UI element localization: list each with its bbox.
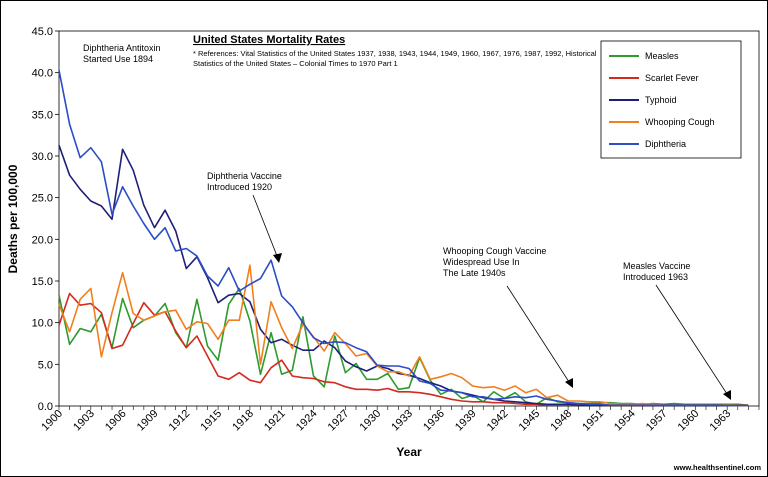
legend-label: Typhoid — [645, 95, 677, 105]
x-tick-label: 1933 — [389, 408, 415, 434]
annotation-whooping-line-3: The Late 1940s — [443, 268, 506, 278]
annotation-antitoxin: Diphtheria Antitoxin Started Use 1894 — [83, 43, 161, 64]
y-tick-label: 45.0 — [32, 26, 53, 38]
series-layer — [58, 70, 749, 407]
y-axis-title: Deaths per 100,000 — [6, 164, 20, 273]
references-line-2: Statistics of the United States – Coloni… — [193, 59, 398, 68]
y-tick-label: 20.0 — [32, 234, 53, 246]
x-axis-title: Year — [396, 445, 422, 459]
annotation-whooping-line-1: Whooping Cough Vaccine — [443, 246, 546, 256]
annotation-diphtheria-vaccine: Diphtheria Vaccine Introduced 1920 — [207, 171, 282, 263]
x-tick-label: 1918 — [230, 408, 256, 434]
x-tick-label: 1948 — [548, 408, 574, 434]
x-tick-label: 1960 — [676, 408, 702, 434]
y-tick-label: 30.0 — [32, 151, 53, 163]
series-line-measles — [58, 287, 749, 406]
references-line-1: * References: Vital Statistics of the Un… — [193, 49, 597, 58]
x-tick-label: 1912 — [167, 408, 193, 434]
x-tick-label: 1927 — [326, 408, 352, 434]
y-tick-label: 5.0 — [38, 359, 53, 371]
annotation-whooping-line-2: Widespread Use In — [443, 257, 520, 267]
x-tick-label: 1942 — [485, 408, 511, 434]
y-tick-label: 35.0 — [32, 109, 53, 121]
annotation-measles-line-1: Measles Vaccine — [623, 261, 690, 271]
x-tick-label: 1906 — [103, 408, 129, 434]
x-tick-label: 1939 — [453, 408, 479, 434]
y-axis: 0.0 5.0 10.0 15.0 20.0 25.0 30.0 35.0 40.0 45.0 — [32, 26, 59, 413]
annotation-antitoxin-line-1: Diphtheria Antitoxin — [83, 43, 161, 53]
x-tick-label: 1909 — [135, 408, 161, 434]
series-line-diphtheria — [58, 70, 749, 407]
source-credit: www.healthsentinel.com — [673, 463, 762, 472]
x-tick-label: 1903 — [71, 408, 97, 434]
x-tick-label: 1930 — [358, 408, 384, 434]
annotation-whooping-arrow — [506, 285, 572, 386]
annotation-whooping-cough-vaccine: Whooping Cough Vaccine Widespread Use In… — [443, 246, 573, 388]
annotation-diphtheria-vaccine-arrow — [252, 194, 280, 262]
annotation-measles-vaccine: Measles Vaccine Introduced 1963 — [623, 261, 731, 400]
y-tick-label: 25.0 — [32, 193, 53, 205]
annotation-whooping-arrowhead — [565, 378, 573, 388]
y-tick-label: 10.0 — [32, 318, 53, 330]
legend-label: Scarlet Fever — [645, 73, 699, 83]
annotation-measles-arrowhead — [723, 390, 731, 400]
x-tick-label: 1936 — [421, 408, 447, 434]
x-tick-label: 1921 — [262, 408, 288, 434]
x-tick-label: 1945 — [517, 408, 543, 434]
legend-label: Diphtheria — [645, 139, 686, 149]
x-tick-label: 1924 — [294, 408, 320, 434]
annotation-antitoxin-line-2: Started Use 1894 — [83, 54, 153, 64]
legend-label: Whooping Cough — [645, 117, 715, 127]
y-tick-label: 40.0 — [32, 68, 53, 80]
x-tick-label: 1954 — [612, 408, 638, 434]
annotation-measles-line-2: Introduced 1963 — [623, 272, 688, 282]
annotation-diphtheria-vaccine-arrowhead — [273, 253, 282, 263]
legend-label: Measles — [645, 51, 679, 61]
x-tick-label: 1951 — [580, 408, 606, 434]
chart-title: United States Mortality Rates — [193, 34, 345, 46]
x-tick-label: 1957 — [644, 408, 670, 434]
series-line-whooping-cough — [58, 264, 749, 407]
y-tick-label: 0.0 — [38, 401, 53, 413]
legend: Measles Scarlet Fever Typhoid Whooping Coug… — [600, 40, 742, 159]
annotation-diphtheria-vaccine-line-2: Introduced 1920 — [207, 182, 272, 192]
annotation-diphtheria-vaccine-line-1: Diphtheria Vaccine — [207, 171, 282, 181]
annotation-measles-arrow — [655, 284, 730, 398]
x-tick-label: 1915 — [198, 408, 224, 434]
y-tick-label: 15.0 — [32, 276, 53, 288]
x-axis: 1900 1903 1906 1909 1912 1915 1918 1921 1924 1927… — [39, 406, 760, 434]
x-tick-label: 1963 — [708, 408, 734, 434]
